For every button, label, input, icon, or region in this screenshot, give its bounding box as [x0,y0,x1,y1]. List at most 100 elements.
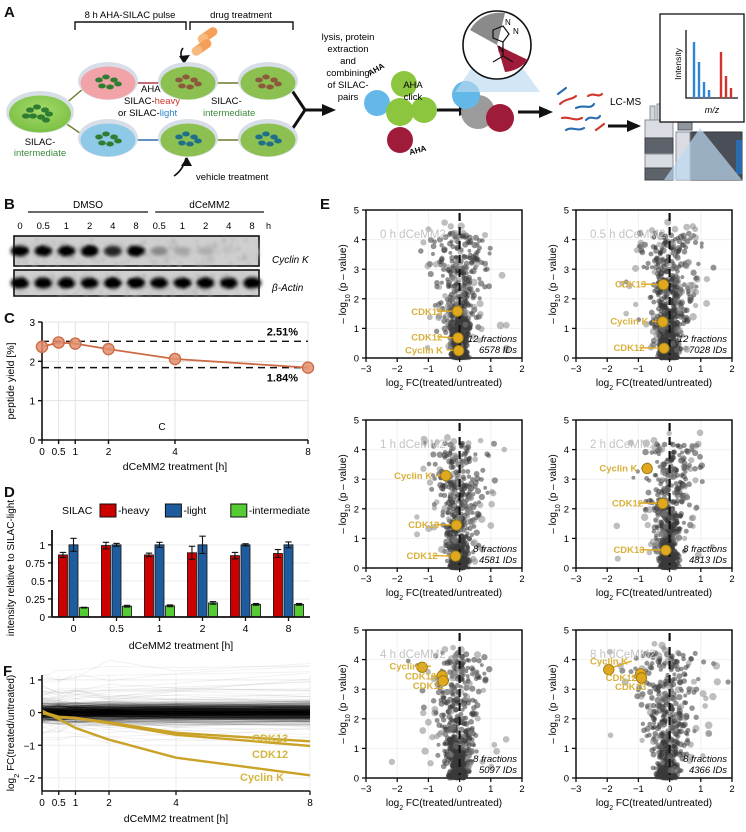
volcano-highlight-label: CDK13 [615,280,646,291]
panel-c-datapoint [52,336,65,349]
volcano-xtick: 0 [457,784,462,795]
panel-c-xtick: 0 [39,447,45,458]
svg-text:pairs: pairs [338,92,359,103]
panel-c-letter: C [4,310,15,327]
volcano-frame [365,419,523,569]
panel-a-workflow: 8 h AHA-SILAC pulse drug treatment SILAC… [0,0,746,195]
volcano-xtick: −1 [423,574,434,585]
panel-d-ytick: 0.5 [31,577,45,588]
volcano-title: 8 h dCeMM2 [590,649,656,661]
panel-c-xtick: 2 [106,447,112,458]
panel-d-bar [79,606,89,618]
volcano-ytick: 5 [564,416,569,427]
blot-timepoint-label: 0 [17,221,22,232]
volcano-ylabel: – log10 (p – value) [548,454,562,534]
combine-arrow [285,82,336,138]
volcano-ytick: 1 [564,534,569,545]
panel-d-bar [122,604,132,618]
panel-d-bar [273,548,283,618]
panel-f-background-traces [41,659,311,744]
volcano-ytick: 1 [564,744,569,755]
blot-timepoint-label: 8 [133,221,138,232]
panel-d-axes [48,530,310,618]
panel-c-lower-threshold-label: 1.84% [267,373,298,385]
ms-xlabel: m/z [705,105,720,115]
panel-c-datapoint [35,340,49,354]
volcano-ylabel: – log10 (p – value) [548,664,562,744]
volcano-xtick: −1 [633,364,644,375]
panel-d-xtick: 2 [200,623,206,635]
volcano-xtick: −2 [602,364,613,375]
panel-d-letter: D [4,484,15,501]
panel-d-bar [144,552,154,618]
volcano-highlight: Cyclin K [590,657,632,676]
panel-d-xtick: 4 [243,623,249,635]
panel-c-xtick: 0.5 [52,447,66,458]
volcano-title: 1 h dCeMM2 [380,439,446,451]
plate-final-light [238,119,298,157]
volcano-highlight: CDK13 [613,544,672,556]
volcano-ytick: 2 [564,714,569,725]
volcano-title: 4 h dCeMM2 [380,649,446,661]
panel-c-upper-threshold-label: 2.51% [267,326,298,338]
panel-f-xtick: 0 [39,798,45,809]
volcano-ylabel: – log10 (p – value) [338,664,352,744]
ms-inset-cone [664,128,742,180]
panel-f-axes [38,675,311,795]
volcano-points [606,640,731,781]
volcano-frame [575,209,733,359]
volcano-highlight: CDK12 [613,342,670,354]
volcano-xtick: 2 [519,364,524,375]
volcano-xtick: −2 [392,364,403,375]
volcano-fractions-label: 12 fractions [678,334,727,345]
volcano-highlight: CDK12 [411,332,464,344]
volcano-ytick: 2 [354,714,359,725]
volcano-ytick: 4 [564,235,569,246]
label-silac-start-1: SILAC- [25,137,56,148]
panel-f-series-label: Cyclin K [240,772,284,784]
volcano-ytick: 4 [564,655,569,666]
volcano-xtick: 2 [519,784,524,795]
panel-f-xtick: 1 [73,798,79,809]
blot-row-label-cyclink: Cyclin K [272,255,310,266]
blot-timepoint-label: 4 [110,221,115,232]
volcano-ytick: 0 [354,774,359,785]
triazole-n1: N [505,18,511,27]
volcano-xtick: 0 [667,574,672,585]
volcano-ytick: 5 [354,416,359,427]
panel-d-legend-item: -intermediate [230,503,310,518]
volcano-xtick: 1 [698,364,703,375]
blot-timepoint-label: 1 [180,221,185,232]
panel-b-letter: B [4,196,15,213]
volcano-xtick: 1 [488,574,493,585]
panel-c-xlabel: dCeMM2 treatment [h] [123,461,228,473]
volcano-fractions-label: 8 fractions [473,544,517,555]
panel-f-letter: F [3,663,13,680]
label-silac-mid-2: intermediate [203,108,255,119]
volcano-xtick: −3 [361,784,372,795]
blot-timepoint-label: 4 [226,221,231,232]
volcano-xtick: 1 [488,364,493,375]
volcano-fractions-label: 8 fractions [683,544,727,555]
label-vehicle-treatment: vehicle treatment [196,172,269,183]
volcano-xtick: −1 [633,574,644,585]
panel-c-ytick: 2 [29,357,35,368]
volcano-highlight-label: CDK13 [408,520,439,531]
panel-d-bar [230,551,240,618]
volcano-ytick: 3 [564,685,569,696]
volcano-xtick: 1 [698,784,703,795]
blot-row-label-actin: β-Actin [271,283,304,294]
volcano-ylabel: – log10 (p – value) [338,244,352,324]
panel-d-bar [197,535,208,618]
volcano-highlight: CDK13 [408,519,463,531]
volcano-xtick: 2 [519,574,524,585]
label-silac-heavy-row: SILAC-heavy [124,96,180,107]
plate-treated-heavy [158,62,218,100]
volcano-highlight-label: Cyclin K [610,317,648,328]
label-lcms: LC-MS [610,97,641,108]
volcano-fractions-label: 8 fractions [683,754,727,765]
volcano-highlight-label: Cyclin K [389,662,427,673]
blot-timepoint-label: 1 [64,221,69,232]
